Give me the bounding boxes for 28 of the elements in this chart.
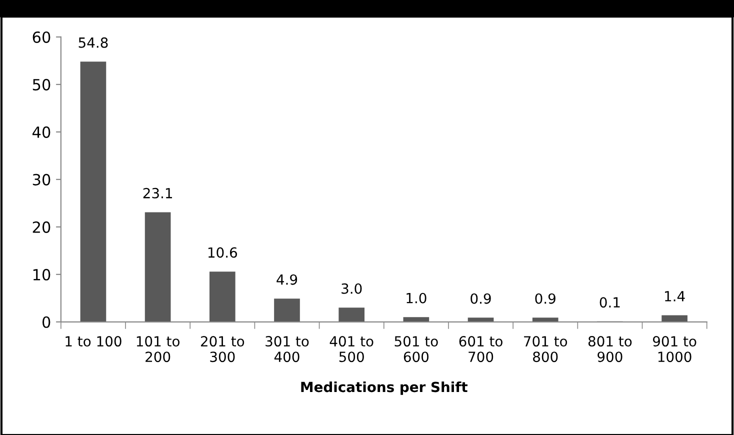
x-tick-label: 301 to 400 bbox=[266, 336, 309, 362]
x-tick-label: 401 to 500 bbox=[330, 336, 374, 362]
data-label: 0.1 bbox=[600, 297, 620, 308]
y-tick-label: 40 bbox=[32, 126, 50, 138]
data-label: 23.1 bbox=[143, 188, 172, 198]
x-tick-label: 601 to 700 bbox=[459, 336, 502, 362]
x-tick-label: 701 to 800 bbox=[524, 336, 568, 362]
x-tick-label: 801 to 900 bbox=[588, 336, 632, 362]
data-label: 3.0 bbox=[342, 283, 362, 294]
data-label: 4.9 bbox=[276, 274, 298, 285]
y-tick-label: 30 bbox=[32, 174, 50, 186]
data-label: 10.6 bbox=[208, 247, 237, 258]
data-label: 0.9 bbox=[535, 293, 556, 304]
y-tick-label: 50 bbox=[32, 78, 50, 90]
x-tick-label: 101 to 200 bbox=[136, 336, 180, 362]
x-tick-label: 201 to 300 bbox=[200, 336, 244, 362]
data-label: 1.4 bbox=[665, 291, 685, 302]
data-label: 0.9 bbox=[470, 293, 491, 304]
x-axis-title: Medications per Shift bbox=[301, 381, 468, 395]
y-tick-label: 0 bbox=[42, 316, 50, 328]
y-tick-label: 10 bbox=[33, 268, 50, 280]
x-tick-label: 1 to 100 bbox=[66, 336, 122, 347]
x-tick-label: 901 to 1000 bbox=[652, 336, 696, 362]
data-label: 1.0 bbox=[406, 292, 426, 304]
data-label: 54.8 bbox=[78, 37, 108, 48]
x-tick-label: 501 to 600 bbox=[394, 336, 438, 362]
y-tick-label: 60 bbox=[32, 31, 50, 43]
y-tick-label: 20 bbox=[32, 221, 50, 233]
